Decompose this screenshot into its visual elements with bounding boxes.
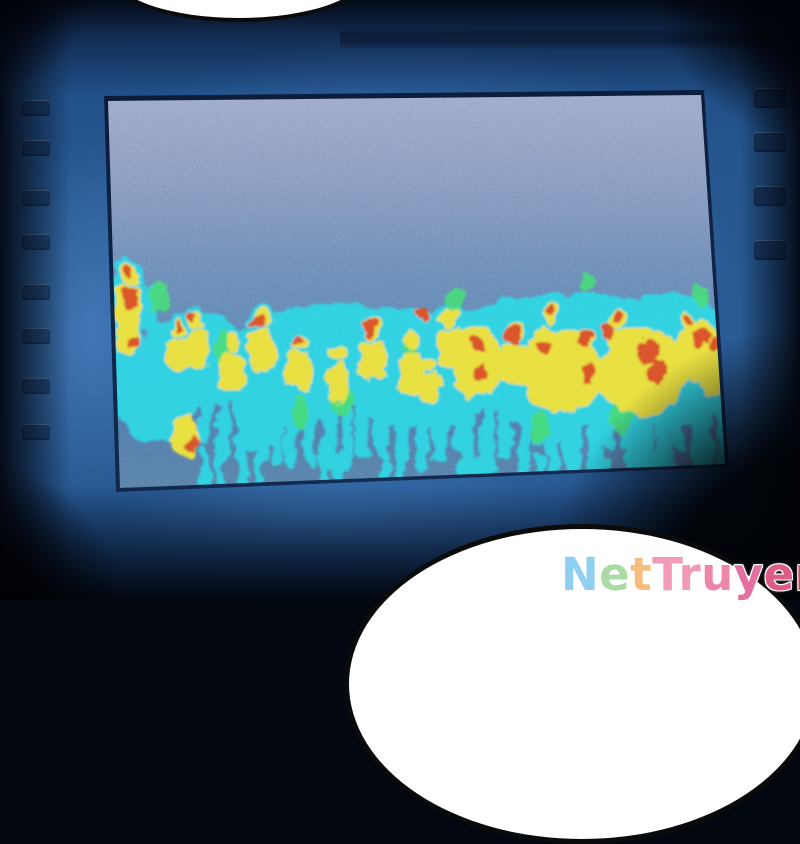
watermark-letter: n [795, 548, 800, 601]
watermark-letter: t [630, 548, 653, 601]
left-side-button [22, 190, 50, 206]
left-side-button [22, 284, 50, 300]
left-side-button [22, 328, 50, 344]
left-side-button [22, 140, 50, 156]
right-side-button [754, 88, 786, 108]
left-side-button [22, 424, 50, 440]
watermark-letter: T [652, 548, 679, 601]
watermark-letter: e [763, 548, 795, 601]
watermark-letter: y [733, 548, 764, 601]
left-side-button [22, 378, 50, 394]
watermark-letter: N [561, 548, 600, 601]
watermark-letter: u [701, 548, 734, 601]
watermark-letter: e [599, 548, 631, 601]
watermark: NetTruyen [561, 548, 800, 601]
right-side-button [754, 240, 786, 260]
right-side-button [754, 186, 786, 206]
device-top-seam [340, 0, 800, 60]
left-side-button [22, 234, 50, 250]
screen-sheen [108, 95, 725, 265]
right-side-button [754, 132, 786, 152]
left-side-button [22, 100, 50, 116]
watermark-letter: r [678, 548, 702, 601]
